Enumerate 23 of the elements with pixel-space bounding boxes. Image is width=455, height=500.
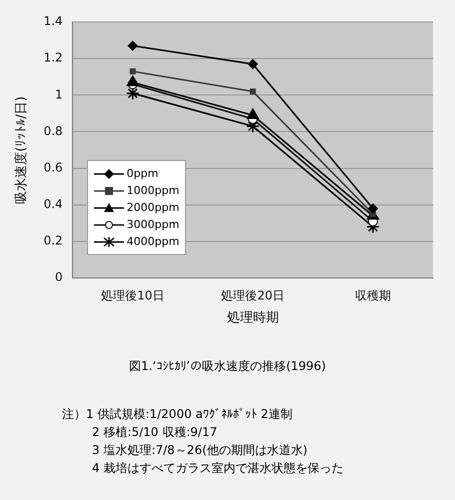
- text: 3 塩水処理:7/8～26(他の期間は水道水): [91, 442, 308, 459]
- x-tick-label: 処理後10日: [101, 288, 164, 302]
- legend-label: 4000ppm: [126, 234, 180, 250]
- x-tick-label: 処理後20日: [221, 288, 284, 302]
- text: 注）1 供試規模:1/2000 aﾜｸﾞﾈﾙﾎﾟｯﾄ 2連制: [62, 406, 294, 423]
- y-tick-label: 0.8: [44, 124, 63, 138]
- y-tick-label: 0.4: [44, 196, 63, 211]
- x-axis-title: 処理時期: [226, 310, 279, 326]
- y-tick-label: 0.2: [44, 234, 63, 248]
- text: 2 移植:5/10 収穫:9/17: [91, 424, 218, 441]
- y-tick-label: 1.2: [44, 50, 63, 65]
- legend-label: 0ppm: [126, 166, 158, 182]
- x-tick-label: 収穫期: [354, 288, 391, 302]
- legend-label: 3000ppm: [126, 217, 180, 233]
- y-tick-label: 1.4: [44, 14, 63, 28]
- y-tick-label: 1: [55, 87, 63, 102]
- y-tick-label: 0: [55, 270, 63, 284]
- text: 4 栽培はすべてガラス室内で湛水状態を保った: [91, 460, 344, 477]
- y-tick-label: 0.6: [44, 160, 63, 174]
- legend-label: 1000ppm: [126, 183, 180, 199]
- text: 図1.‘ｺｼﾋｶﾘ’の吸水速度の推移(1996): [128, 358, 327, 375]
- legend-label: 2000ppm: [126, 200, 180, 216]
- y-axis-title: 吸水速度(ﾘｯﾄﾙ/日): [13, 96, 30, 204]
